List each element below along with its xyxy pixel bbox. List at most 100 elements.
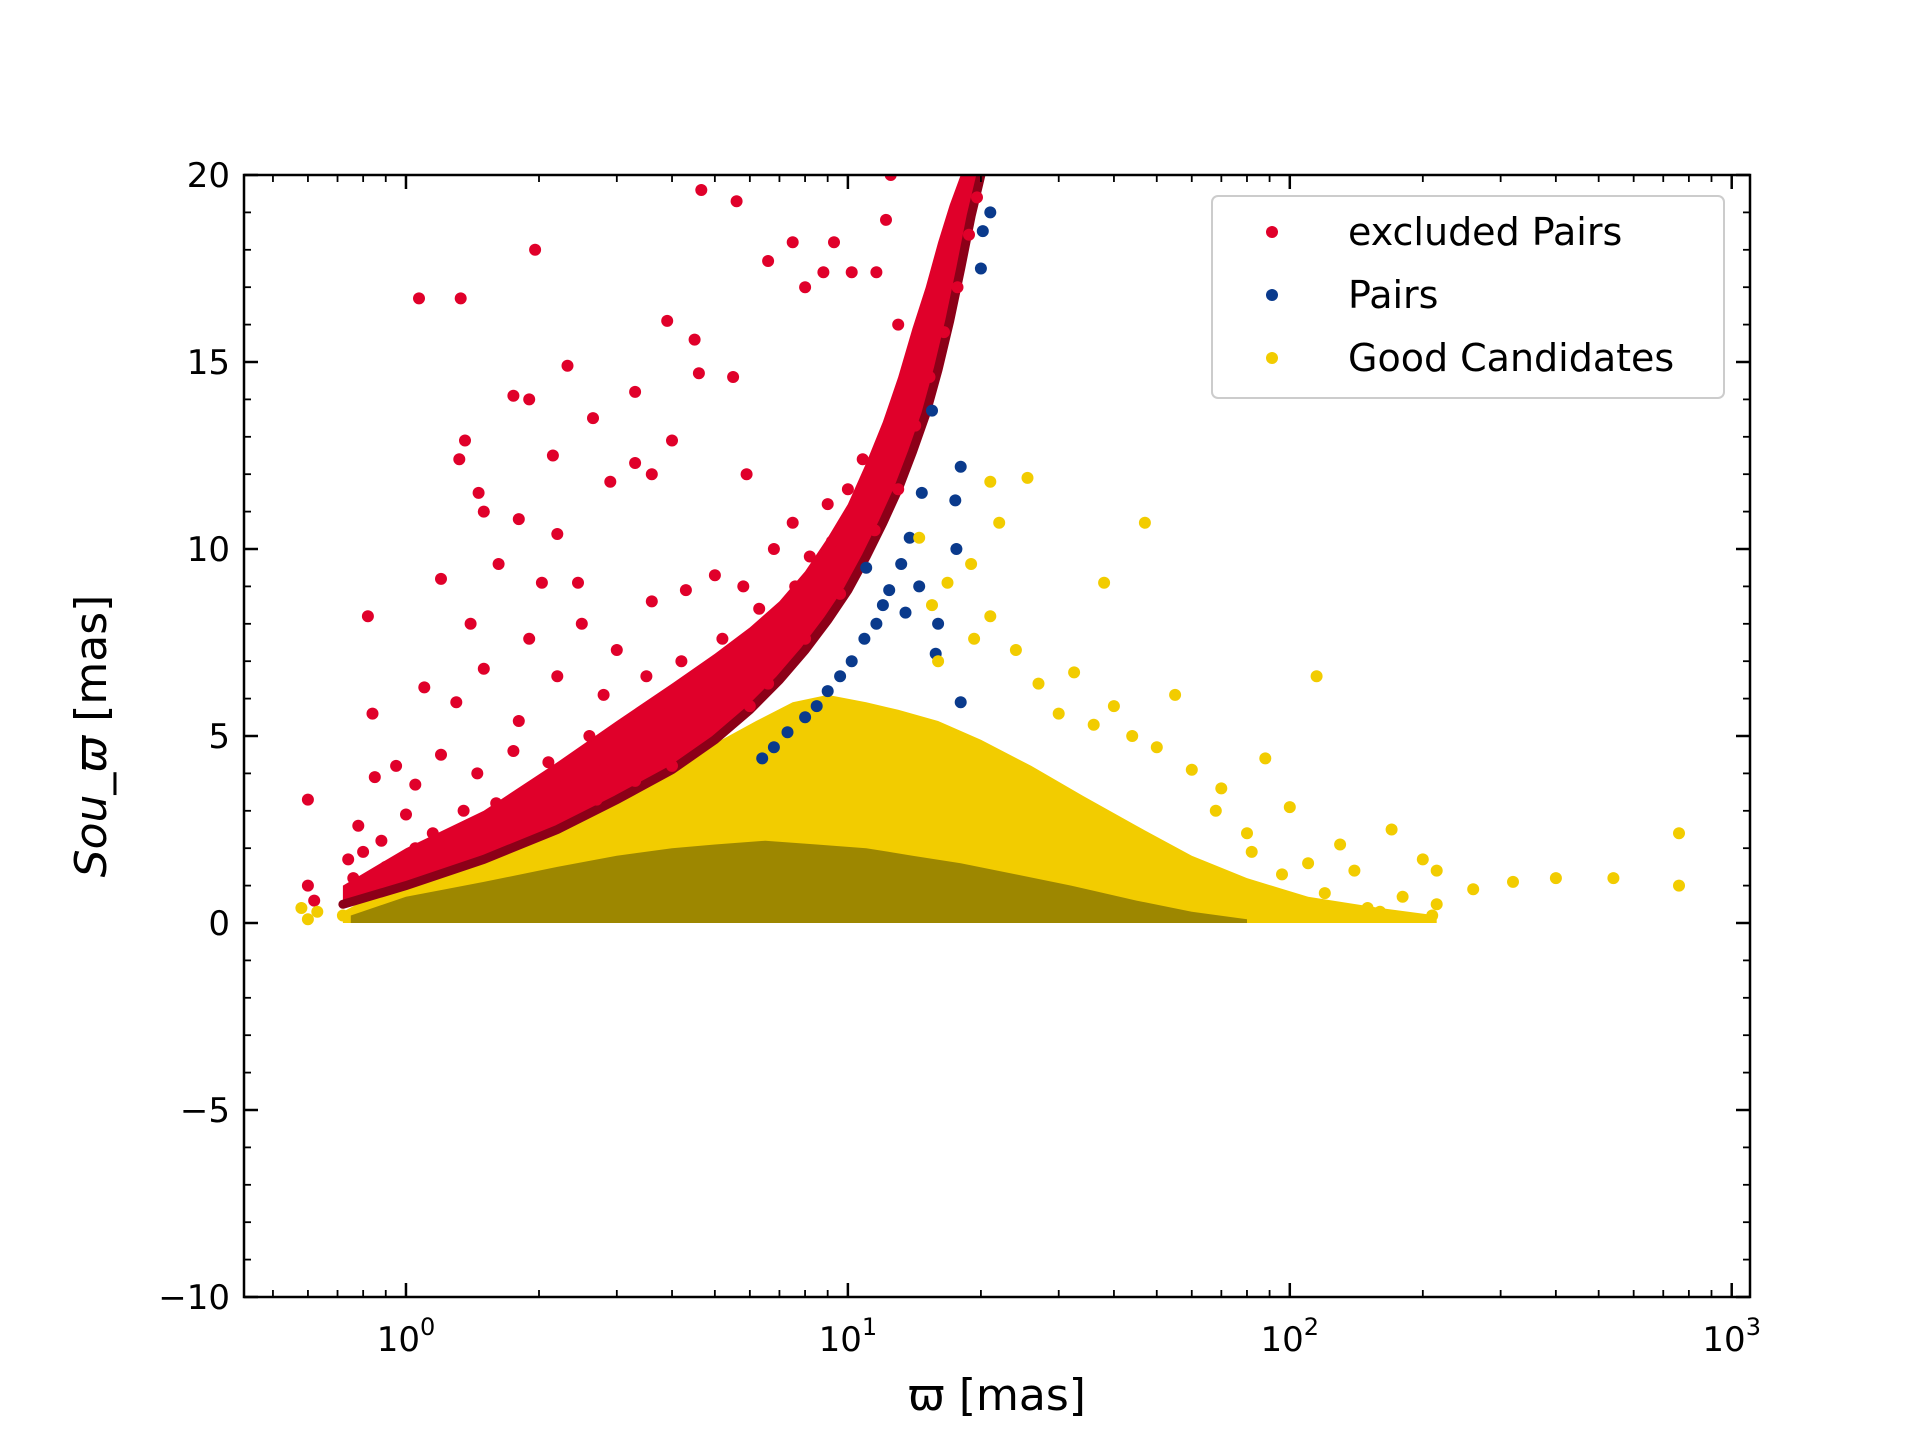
data-point xyxy=(884,175,897,181)
data-point xyxy=(1215,782,1228,795)
legend-box xyxy=(1211,195,1725,399)
x-tick-label: 102 xyxy=(1261,1313,1320,1360)
data-point xyxy=(965,558,978,570)
data-point xyxy=(1348,864,1361,877)
data-point xyxy=(590,793,603,806)
data-point xyxy=(834,587,847,600)
y-tick-label: −5 xyxy=(180,1091,230,1131)
y-axis-label: Sou_ϖ [mas] xyxy=(66,595,117,878)
data-point xyxy=(661,707,674,720)
data-point xyxy=(913,531,926,544)
data-point xyxy=(459,434,471,447)
data-point xyxy=(951,281,964,294)
data-point xyxy=(926,599,938,612)
data-point xyxy=(845,266,858,279)
data-point xyxy=(464,617,477,630)
data-point xyxy=(1169,688,1182,701)
data-point xyxy=(450,696,463,709)
data-point xyxy=(1009,644,1022,656)
data-point xyxy=(623,718,636,731)
data-point xyxy=(368,771,381,784)
data-point xyxy=(968,632,981,645)
data-point xyxy=(575,617,588,630)
data-point xyxy=(507,389,520,402)
data-point xyxy=(903,531,916,544)
data-point xyxy=(762,677,775,690)
data-point xyxy=(629,774,642,787)
x-tick-label: 103 xyxy=(1702,1313,1761,1360)
data-point xyxy=(336,909,349,922)
data-point xyxy=(546,449,559,462)
data-point xyxy=(542,756,555,769)
data-point xyxy=(442,838,455,851)
data-point xyxy=(347,872,360,885)
data-point xyxy=(860,561,873,574)
data-point xyxy=(454,292,467,305)
data-point xyxy=(949,494,962,507)
data-point xyxy=(781,726,794,739)
data-point xyxy=(1021,471,1034,484)
data-point xyxy=(786,236,799,249)
data-point xyxy=(708,707,721,720)
data-point xyxy=(604,475,617,488)
data-point xyxy=(1302,857,1315,870)
data-point xyxy=(756,752,769,765)
data-point xyxy=(730,195,743,208)
data-point xyxy=(1385,823,1398,836)
data-point xyxy=(435,572,447,585)
data-point xyxy=(645,595,658,608)
data-point xyxy=(477,662,490,675)
data-point xyxy=(1673,879,1685,892)
data-point xyxy=(868,524,881,537)
data-point xyxy=(799,632,812,645)
data-point xyxy=(1430,898,1443,911)
excluded-pairs-edge xyxy=(338,175,986,909)
data-point xyxy=(390,759,403,772)
data-point xyxy=(400,808,412,821)
data-point xyxy=(426,827,439,840)
excluded-band-layer xyxy=(338,175,986,909)
data-point xyxy=(675,655,688,668)
data-point xyxy=(895,558,908,570)
data-point xyxy=(375,834,388,847)
legend-label: Good Candidates xyxy=(1348,336,1674,380)
data-point xyxy=(1396,890,1409,903)
data-point xyxy=(366,707,379,720)
data-point xyxy=(342,853,355,866)
y-axis-label-symbol: Sou_ϖ xyxy=(66,735,117,878)
data-point xyxy=(311,905,324,918)
data-point xyxy=(409,842,422,855)
data-point xyxy=(938,326,950,339)
data-point xyxy=(993,516,1006,529)
data-point xyxy=(551,670,564,683)
excluded-pairs-band xyxy=(342,175,981,905)
x-axis-label: ϖ [mas] xyxy=(908,1370,1086,1421)
data-point xyxy=(409,778,422,791)
data-point xyxy=(583,730,596,742)
data-point xyxy=(1245,845,1258,858)
data-point xyxy=(472,486,485,499)
data-point xyxy=(295,902,308,914)
data-point xyxy=(883,584,896,597)
y-tick-label: 10 xyxy=(187,530,230,570)
tick-labels: −10 −5 0 5 10 15 20 100 101 102 103 xyxy=(158,156,1761,1360)
axis-ticks xyxy=(244,173,1750,1299)
data-point xyxy=(1068,666,1081,679)
data-point xyxy=(899,606,912,619)
y-axis-label-unit: [mas] xyxy=(66,595,117,736)
data-point xyxy=(870,617,883,630)
data-point xyxy=(932,655,945,668)
data-point xyxy=(954,696,967,709)
data-point xyxy=(629,457,642,469)
data-point xyxy=(453,453,466,466)
data-point xyxy=(1259,752,1272,765)
series-0 xyxy=(301,175,983,907)
data-point xyxy=(587,412,599,425)
data-point xyxy=(1310,670,1323,683)
data-point xyxy=(477,505,490,518)
data-point xyxy=(492,558,505,570)
data-point xyxy=(880,213,892,226)
data-point xyxy=(379,860,392,873)
data-point xyxy=(821,498,834,511)
data-point xyxy=(1507,875,1519,888)
